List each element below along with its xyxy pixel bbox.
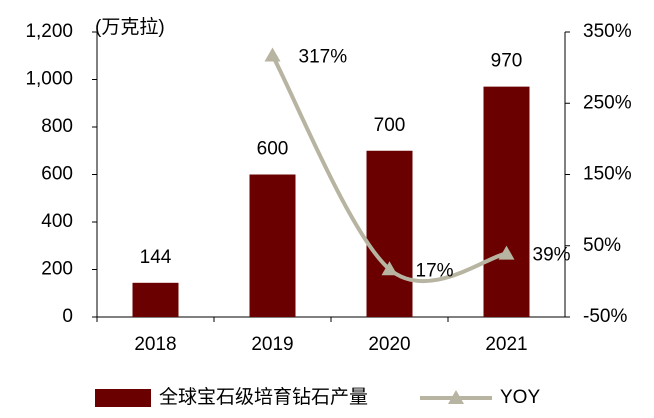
line-marker [264, 47, 281, 62]
y2-tick-label: 250% [583, 92, 632, 113]
line-value-label: 317% [299, 47, 348, 68]
line-value-label: 17% [416, 260, 454, 281]
y-tick-label: 0 [62, 306, 73, 327]
legend-label: 全球宝石级培育钻石产量 [159, 386, 368, 408]
y-tick-label: 200 [41, 259, 73, 280]
bar-value-label: 144 [140, 247, 172, 268]
line-marker [498, 245, 515, 260]
legend-swatch [95, 389, 151, 407]
bar-value-label: 700 [374, 115, 406, 136]
bar [366, 150, 413, 317]
legend-marker [448, 390, 464, 404]
line [270, 54, 507, 283]
y-tick-label: 1,200 [25, 21, 73, 42]
x-tick-label: 2019 [251, 334, 293, 355]
bar [132, 282, 179, 317]
line-marker [381, 261, 398, 276]
bar [249, 174, 296, 317]
line-value-label: 39% [533, 245, 571, 266]
bar-value-label: 970 [491, 51, 523, 72]
bar [483, 86, 530, 317]
y2-tick-label: 150% [583, 164, 632, 185]
y2-tick-label: 350% [583, 21, 632, 42]
y-tick-label: 400 [41, 211, 73, 232]
bar-value-label: 600 [257, 139, 289, 160]
y2-tick-label: -50% [583, 306, 627, 327]
x-tick-label: 2018 [134, 334, 176, 355]
y-tick-label: 800 [41, 116, 73, 137]
x-tick-label: 2021 [485, 334, 527, 355]
unit-label: (万克拉) [95, 16, 165, 38]
legend-label: YOY [500, 387, 540, 408]
y-tick-label: 1,000 [25, 69, 73, 90]
y-tick-label: 600 [41, 164, 73, 185]
y2-tick-label: 50% [583, 235, 621, 256]
x-tick-label: 2020 [368, 334, 410, 355]
